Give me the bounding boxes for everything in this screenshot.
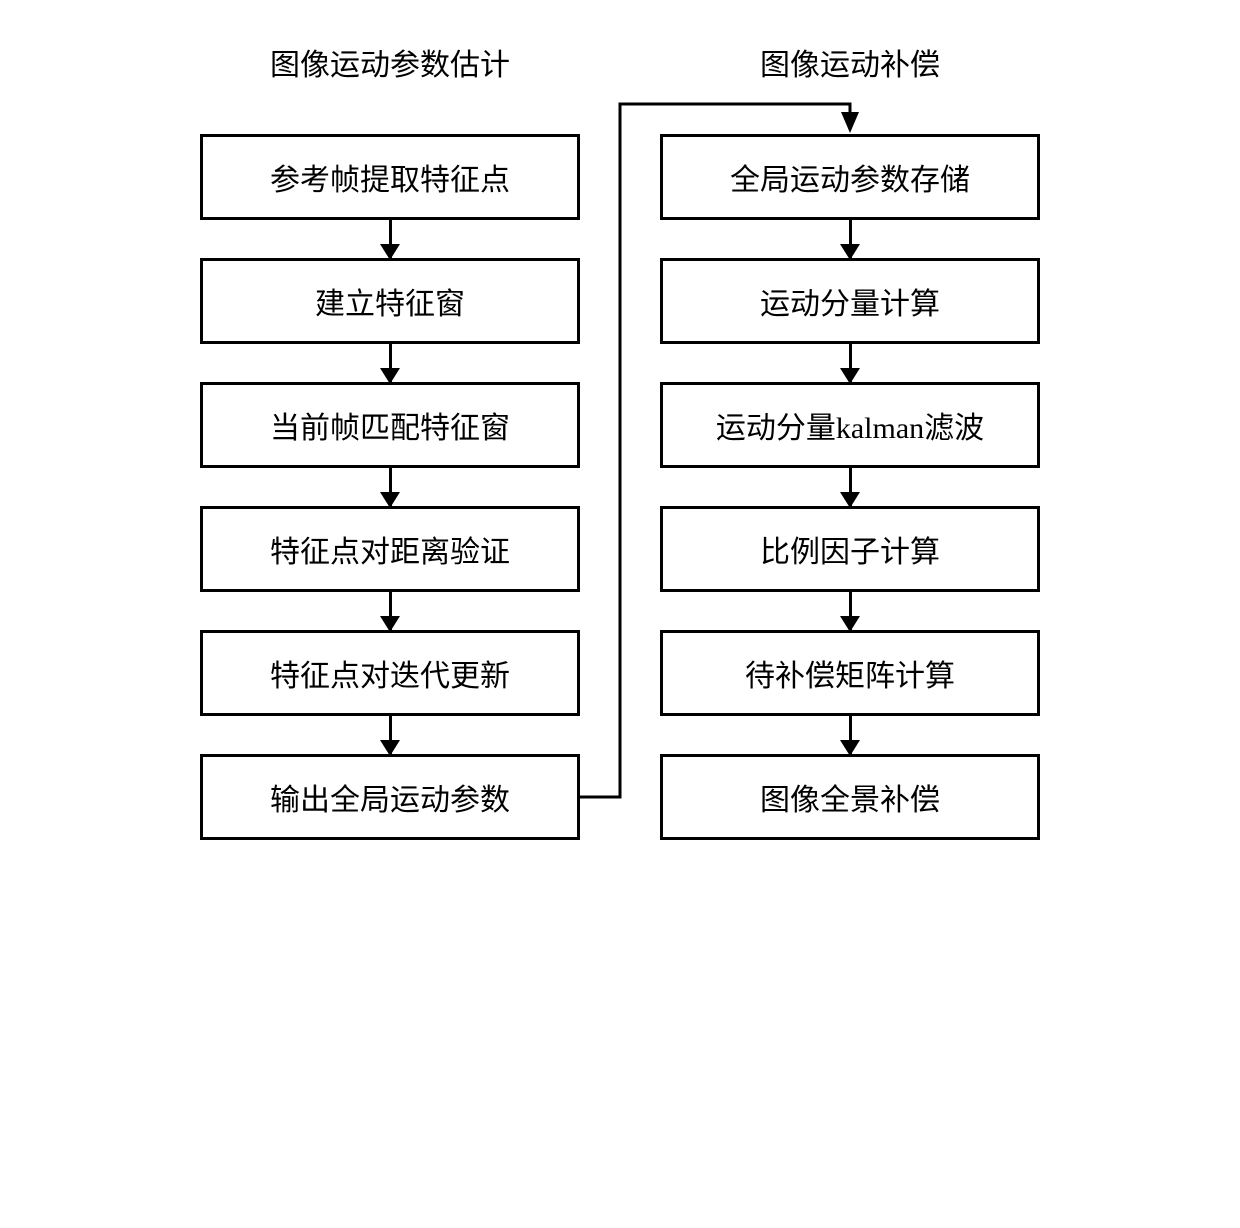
right-column-title: 图像运动补偿 (760, 40, 940, 84)
arrow-down-icon (849, 592, 852, 630)
arrow-down-icon (389, 344, 392, 382)
arrow-down-icon (849, 344, 852, 382)
node-distance-verify: 特征点对距离验证 (200, 506, 580, 592)
node-panorama-compensation: 图像全景补偿 (660, 754, 1040, 840)
node-extract-feature-points: 参考帧提取特征点 (200, 134, 580, 220)
node-iterative-update: 特征点对迭代更新 (200, 630, 580, 716)
node-compensation-matrix: 待补偿矩阵计算 (660, 630, 1040, 716)
node-kalman-filter: 运动分量kalman滤波 (660, 382, 1040, 468)
arrow-down-icon (849, 468, 852, 506)
arrow-down-icon (389, 716, 392, 754)
left-column: 图像运动参数估计 参考帧提取特征点 建立特征窗 当前帧匹配特征窗 特征点对距离验… (200, 40, 580, 840)
node-build-feature-window: 建立特征窗 (200, 258, 580, 344)
arrow-down-icon (849, 220, 852, 258)
node-motion-component-calc: 运动分量计算 (660, 258, 1040, 344)
left-column-title: 图像运动参数估计 (270, 40, 510, 84)
arrow-down-icon (389, 468, 392, 506)
arrow-down-icon (849, 716, 852, 754)
flowchart-container: 图像运动参数估计 参考帧提取特征点 建立特征窗 当前帧匹配特征窗 特征点对距离验… (60, 40, 1180, 840)
arrow-down-icon (389, 220, 392, 258)
node-output-global-params: 输出全局运动参数 (200, 754, 580, 840)
node-scale-factor: 比例因子计算 (660, 506, 1040, 592)
arrow-down-icon (389, 592, 392, 630)
right-column: 图像运动补偿 全局运动参数存储 运动分量计算 运动分量kalman滤波 比例因子… (660, 40, 1040, 840)
node-match-feature-window: 当前帧匹配特征窗 (200, 382, 580, 468)
node-store-global-params: 全局运动参数存储 (660, 134, 1040, 220)
